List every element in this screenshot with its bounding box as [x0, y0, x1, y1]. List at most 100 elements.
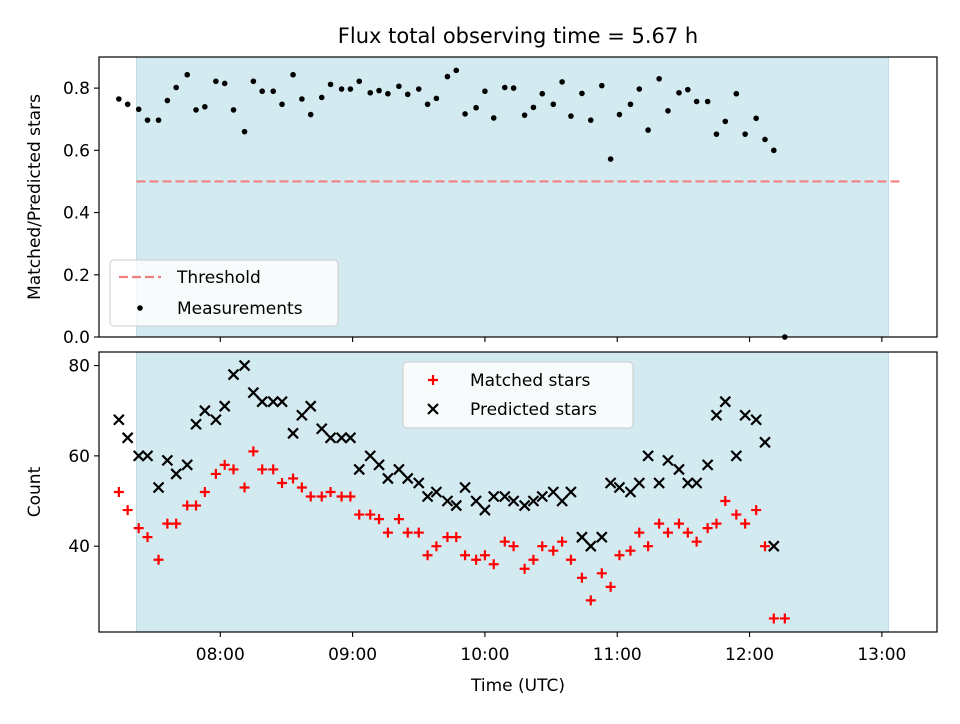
measurement-point — [279, 101, 285, 108]
matched-stars-point — [402, 527, 413, 538]
matched-stars-point — [199, 487, 210, 497]
matched-stars-point — [354, 509, 365, 520]
predicted-stars-point — [750, 413, 762, 426]
predicted-stars-point — [315, 422, 328, 435]
predicted-stars-point — [324, 432, 337, 444]
measurement-point — [616, 111, 623, 118]
matched-stars-point — [451, 532, 462, 543]
matched-stars-point — [740, 518, 751, 529]
matched-stars-point — [654, 518, 665, 529]
matched-stars-point — [382, 527, 393, 538]
measurement-point — [259, 88, 265, 95]
legend-predicted-label: Predicted stars — [470, 400, 597, 420]
matched-stars-point — [239, 482, 250, 493]
predicted-stars-point — [353, 463, 365, 476]
matched-stars-point — [596, 568, 607, 579]
matched-stars-point — [585, 595, 596, 606]
measurement-point — [307, 111, 314, 118]
predicted-stars-point — [161, 454, 174, 467]
predicted-stars-point — [690, 477, 703, 489]
matched-stars-point — [479, 550, 490, 561]
measurement-point — [530, 104, 537, 111]
predicted-stars-point — [287, 427, 299, 440]
predicted-stars-point — [673, 463, 685, 476]
matched-stars-point — [528, 554, 539, 565]
matched-stars-point — [393, 514, 404, 525]
predicted-stars-point — [604, 477, 617, 489]
predicted-stars-point — [624, 486, 637, 498]
matched-stars-point — [460, 550, 471, 561]
measurement-point — [510, 85, 517, 91]
measurement-point — [213, 78, 219, 85]
matched-stars-point — [162, 518, 173, 529]
legend-threshold-label: Threshold — [176, 268, 261, 288]
matched-stars-point — [519, 563, 530, 574]
predicted-stars-point — [412, 477, 425, 489]
measurement-point — [704, 98, 711, 105]
matched-stars-point — [557, 536, 568, 547]
measurement-point — [607, 156, 614, 162]
measurement-point — [144, 117, 151, 123]
predicted-stars-point — [584, 540, 597, 552]
measurement-point — [587, 117, 594, 123]
predicted-stars-point — [401, 472, 414, 485]
measurement-point — [550, 101, 557, 108]
predicted-stars-point — [565, 486, 577, 498]
measurement-point — [415, 86, 422, 92]
matched-stars-point — [153, 554, 164, 565]
predicted-stars-point — [132, 450, 145, 462]
matched-stars-point — [422, 550, 433, 561]
legend-measurements-label: Measurements — [177, 299, 303, 319]
matched-stars-point — [277, 477, 288, 488]
predicted-stars-point — [653, 477, 665, 489]
measurement-point — [221, 80, 228, 87]
matched-stars-point — [605, 581, 616, 592]
measurement-point — [270, 88, 277, 95]
measurement-point — [462, 111, 468, 117]
axes-frame — [98, 56, 938, 338]
y-tick-label: 80 — [68, 357, 90, 377]
matched-stars-point — [219, 459, 230, 470]
predicted-stars-point — [547, 486, 560, 498]
predicted-stars-point — [739, 409, 751, 422]
predicted-stars-point — [459, 481, 471, 494]
legend-predicted-swatch — [427, 403, 439, 415]
measurement-point — [762, 136, 768, 143]
measurement-point — [722, 118, 729, 125]
measurement-point — [579, 90, 585, 97]
y-tick-label: 0.4 — [63, 204, 90, 224]
measurement-point — [290, 71, 296, 78]
top-panel-ratio: 0.0 0.2 0.4 0.6 0.8 Matched/Predicted stars Th… — [25, 56, 938, 348]
measurement-point — [184, 71, 191, 78]
predicted-stars-point — [335, 432, 348, 444]
measurement-point — [396, 83, 402, 90]
predicted-stars-point — [267, 395, 279, 408]
measurement-point — [193, 107, 199, 113]
predicted-stars-point — [518, 499, 531, 512]
matched-stars-point — [759, 541, 770, 552]
predicted-stars-point — [759, 436, 771, 449]
measurement-point — [241, 128, 248, 135]
matched-stars-point — [488, 559, 499, 570]
predicted-stars-point — [576, 531, 588, 543]
measurement-point — [490, 115, 497, 121]
measurement-point — [742, 131, 748, 137]
predicted-stars-point — [479, 504, 491, 516]
predicted-stars-point — [247, 386, 260, 399]
matched-stars-point — [508, 541, 519, 552]
predicted-stars-point — [373, 459, 385, 471]
measurement-point — [424, 101, 431, 108]
matched-stars-point — [614, 550, 625, 561]
matched-stars-point — [768, 613, 779, 624]
measurement-point — [124, 101, 131, 108]
measurement-point — [568, 113, 574, 119]
measurement-point — [116, 96, 122, 102]
predicted-stars-point — [141, 450, 154, 462]
predicted-stars-point — [421, 490, 434, 503]
matched-stars-point — [336, 491, 347, 502]
measurement-point — [482, 88, 488, 95]
predicted-stars-point — [364, 450, 377, 462]
predicted-stars-point — [430, 486, 443, 498]
measurement-point — [453, 67, 460, 74]
